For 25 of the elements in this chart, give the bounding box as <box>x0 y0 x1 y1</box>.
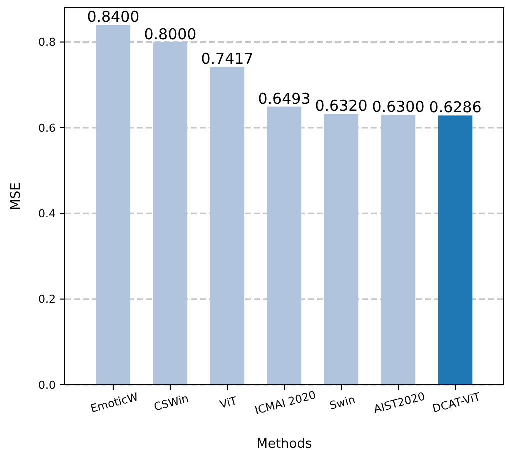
bar <box>324 114 359 385</box>
data-label: 0.6300 <box>372 98 425 116</box>
y-tick-label: 0.8 <box>38 36 56 50</box>
data-label: 0.6320 <box>315 97 368 116</box>
y-tick-label: 0.2 <box>38 293 56 306</box>
x-tick-label: Swin <box>328 393 357 413</box>
x-tick-label: ViT <box>218 394 239 412</box>
bar <box>267 106 302 385</box>
bar <box>96 25 131 385</box>
y-tick-label: 0.6 <box>38 122 56 135</box>
data-label: 0.8400 <box>87 8 140 26</box>
y-tick-label: 0.0 <box>38 378 56 392</box>
bar <box>153 42 188 385</box>
bar <box>438 116 473 385</box>
data-label: 0.8000 <box>144 25 197 44</box>
data-label: 0.6286 <box>429 98 482 117</box>
y-axis-title: MSE <box>9 182 24 210</box>
x-tick-label: ICMAI 2020 <box>254 388 318 418</box>
y-tick-label: 0.4 <box>38 207 56 220</box>
x-tick-label: CSWin <box>152 392 190 414</box>
bar <box>210 67 245 385</box>
x-axis-title: Methods <box>256 437 312 450</box>
data-label: 0.6493 <box>258 90 311 108</box>
data-label: 0.7417 <box>201 50 254 68</box>
bar <box>381 115 416 385</box>
